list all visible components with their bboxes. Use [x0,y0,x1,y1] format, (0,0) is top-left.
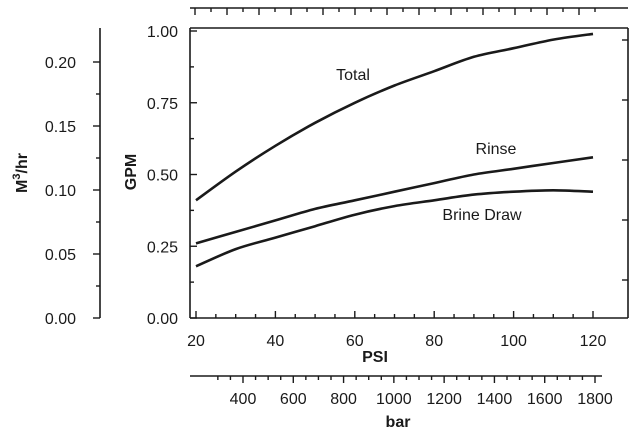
secondary-y-title-rest: /hr [14,153,31,173]
curve-labels-layer: Total Rinse Brine Draw [336,67,522,224]
y-tick-label: 1.00 [147,24,178,41]
secondary-x-tick-label: 1400 [477,391,513,408]
secondary-y-title-main: M [14,180,31,193]
x-tick-label: 100 [500,333,527,350]
secondary-y-tick-label: 0.05 [45,247,76,264]
x-tick-label: 80 [425,333,443,350]
secondary-x-tick-label: 600 [280,391,307,408]
series-line-total [195,32,594,202]
secondary-x-tick-label: 1600 [527,391,563,408]
series-line-rinse [195,156,594,245]
ticks-layer: 0.00 0.25 0.50 0.75 1.00 20 40 60 80 100 120 0.00 0.… [45,8,628,408]
series-label-total: Total [336,67,370,84]
x-tick-label: 60 [346,333,364,350]
secondary-y-tick-label: 0.20 [45,55,76,72]
y-tick-label: 0.00 [147,311,178,328]
x-tick-label: 40 [267,333,285,350]
y-tick-label: 0.25 [147,239,178,256]
curves-layer [195,32,594,268]
x-tick-label: 20 [187,333,205,350]
secondary-x-tick-label: 1200 [426,391,462,408]
y-tick-label: 0.75 [147,96,178,113]
secondary-x-tick-label: 800 [330,391,357,408]
secondary-y-tick-label: 0.10 [45,183,76,200]
series-label-brine-draw: Brine Draw [442,207,522,224]
secondary-y-title-sup: 3 [11,174,23,180]
series-label-rinse: Rinse [476,141,517,158]
x-axis-title: PSI [362,349,388,366]
secondary-y-axis-title: M3/hr [11,153,31,193]
series-line-brine-draw [195,188,594,268]
secondary-x-tick-label: 400 [230,391,257,408]
secondary-x-tick-label: 1000 [376,391,412,408]
secondary-y-tick-label: 0.00 [45,311,76,328]
y-axis-title: GPM [123,154,140,190]
secondary-y-tick-label: 0.15 [45,119,76,136]
secondary-x-axis-title: bar [386,414,411,431]
secondary-x-tick-label: 1800 [577,391,613,408]
x-tick-label: 120 [580,333,607,350]
y-tick-label: 0.50 [147,168,178,185]
